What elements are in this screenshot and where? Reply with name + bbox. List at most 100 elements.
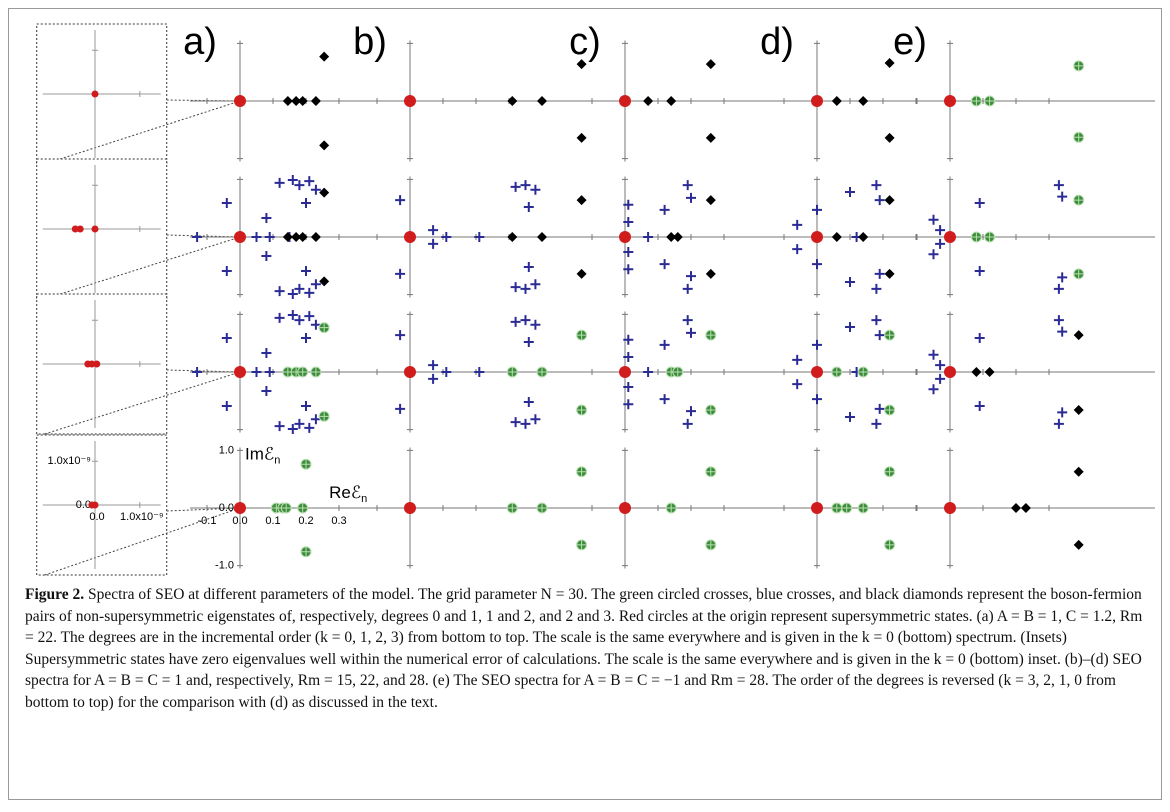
marker-plus <box>428 238 439 249</box>
x-tick-label: 0.3 <box>331 515 346 527</box>
panel-label: d) <box>760 21 794 63</box>
marker-plus <box>1053 180 1064 191</box>
marker-plus <box>274 312 285 323</box>
panel-label: c) <box>569 21 601 63</box>
marker-circled-plus <box>1073 268 1085 280</box>
marker-plus <box>474 367 485 377</box>
marker-plus <box>686 406 696 417</box>
marker-plus <box>310 279 321 290</box>
marker-circle <box>944 231 956 243</box>
panel-label: e) <box>893 21 927 63</box>
marker-circled-plus <box>884 466 896 478</box>
inset-point <box>91 225 99 233</box>
marker-plus <box>871 418 882 429</box>
y-tick-label: -1.0 <box>215 560 234 572</box>
marker-diamond <box>297 96 308 106</box>
marker-circle <box>619 366 631 378</box>
marker-plus <box>812 339 822 350</box>
marker-diamond <box>884 195 895 206</box>
marker-circled-plus <box>884 329 896 341</box>
marker-plus <box>792 219 803 230</box>
marker-plus <box>1057 326 1068 337</box>
marker-circle <box>811 95 823 107</box>
marker-diamond <box>507 96 518 106</box>
marker-diamond <box>297 232 308 242</box>
marker-diamond <box>984 367 995 377</box>
marker-circled-plus <box>970 231 982 243</box>
marker-plus <box>287 289 298 300</box>
inset-x-tick-label: 0.0 <box>89 511 104 523</box>
inset-point <box>71 225 79 233</box>
marker-circled-plus <box>1073 60 1085 72</box>
marker-diamond <box>884 268 895 279</box>
marker-plus <box>192 367 203 377</box>
marker-plus <box>1057 272 1068 283</box>
figure: 0.0 1.0x10⁻⁹0.01.0x10⁻⁹a) b) c) d) e)-0.1 0.0 0… <box>36 21 1155 576</box>
marker-circled-plus <box>884 404 896 416</box>
marker-plus <box>643 232 654 242</box>
marker-plus <box>301 198 311 209</box>
inset-point <box>88 360 96 368</box>
marker-plus <box>845 187 855 198</box>
marker-plus <box>871 180 882 191</box>
marker-plus <box>221 265 232 276</box>
marker-plus <box>294 180 305 191</box>
marker-diamond <box>507 232 518 242</box>
marker-plus <box>792 244 803 255</box>
y-axis-label: Imℰn <box>245 445 280 466</box>
marker-plus <box>510 417 521 428</box>
marker-plus <box>274 421 285 432</box>
marker-plus <box>294 418 305 429</box>
marker-circled-plus <box>672 366 684 378</box>
marker-diamond <box>705 195 716 206</box>
marker-plus <box>274 286 285 297</box>
marker-circled-plus <box>831 502 843 514</box>
marker-circle <box>944 502 956 514</box>
marker-plus <box>441 232 452 242</box>
marker-plus <box>623 199 634 210</box>
marker-plus <box>274 177 285 188</box>
marker-plus <box>287 424 298 435</box>
marker-plus <box>935 373 946 384</box>
panel-label: b) <box>353 21 387 63</box>
marker-diamond <box>282 232 293 242</box>
marker-circled-plus <box>884 539 896 551</box>
marker-diamond <box>971 367 982 377</box>
marker-diamond <box>1073 330 1084 341</box>
inset-point <box>76 225 84 233</box>
marker-circled-plus <box>282 366 294 378</box>
marker-plus <box>395 330 406 341</box>
marker-plus <box>192 232 203 242</box>
marker-plus <box>682 418 693 429</box>
marker-plus <box>1057 407 1068 418</box>
marker-circled-plus <box>841 502 853 514</box>
x-axis-label: Reℰn <box>329 483 367 504</box>
y-tick-label: 1.0 <box>219 444 234 456</box>
marker-plus <box>1053 418 1064 429</box>
marker-circled-plus <box>665 502 677 514</box>
marker-circle <box>234 95 246 107</box>
marker-circled-plus <box>576 329 588 341</box>
marker-plus <box>428 373 439 384</box>
marker-circled-plus <box>705 329 717 341</box>
marker-diamond <box>666 232 677 242</box>
marker-plus <box>1053 283 1064 294</box>
marker-plus <box>264 232 275 242</box>
marker-plus <box>874 268 885 279</box>
marker-circled-plus <box>506 366 518 378</box>
marker-plus <box>935 238 946 249</box>
marker-diamond <box>1073 466 1084 477</box>
marker-diamond <box>537 232 547 242</box>
marker-diamond <box>319 276 330 287</box>
marker-plus <box>520 418 531 429</box>
marker-plus <box>261 386 272 397</box>
marker-plus <box>294 315 305 326</box>
marker-diamond <box>310 96 321 106</box>
inset-point <box>91 501 99 509</box>
marker-plus <box>520 180 531 191</box>
marker-plus <box>682 315 693 326</box>
marker-plus <box>874 195 885 206</box>
marker-circled-plus <box>536 366 548 378</box>
marker-plus <box>261 212 272 223</box>
